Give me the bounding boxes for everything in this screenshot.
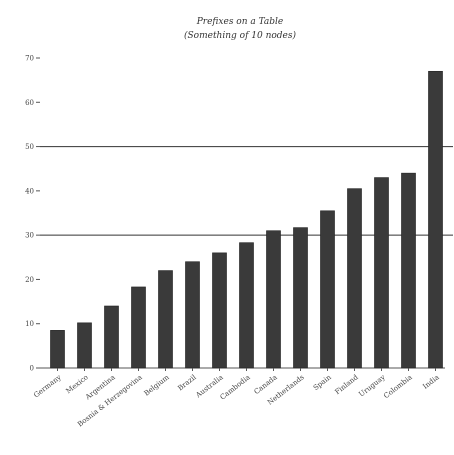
category-label-0: Germany [32,373,62,399]
category-label-4: Belgium [143,373,171,398]
bar-6 [212,252,227,369]
bar-4 [158,270,173,369]
y-tick-label-0: 0 [30,365,34,373]
bar-12 [374,177,389,369]
category-label-10: Spain [312,373,333,392]
chart-title: Prefixes on a Table [196,17,284,27]
bar-1 [77,322,92,369]
category-label-1: Mexico [65,373,90,395]
bar-7 [239,242,254,369]
y-tick-label-6: 60 [25,99,34,107]
bar-8 [266,230,281,369]
y-tick-label-4: 40 [25,187,34,195]
chart-subtitle: (Something of 10 nodes) [184,30,297,41]
bar-14 [428,70,443,369]
bar-3 [131,286,146,369]
y-tick-label-2: 20 [25,276,34,284]
category-label-13: Colombia [382,373,413,400]
y-tick-label-3: 30 [25,232,34,240]
bar-0 [50,330,65,369]
bar-5 [185,261,200,369]
bar-2 [104,305,119,369]
category-label-7: Cambodia [219,373,252,401]
bar-9 [293,227,308,369]
y-tick-label-1: 10 [25,320,34,328]
category-label-5: Brazil [176,373,198,393]
bar-10 [320,210,335,369]
bar-13 [401,172,416,369]
y-tick-label-7: 70 [25,55,34,63]
category-label-11: Finland [334,373,361,396]
y-tick-label-5: 50 [25,143,34,151]
bar-11 [347,188,362,369]
category-label-14: India [421,373,440,390]
